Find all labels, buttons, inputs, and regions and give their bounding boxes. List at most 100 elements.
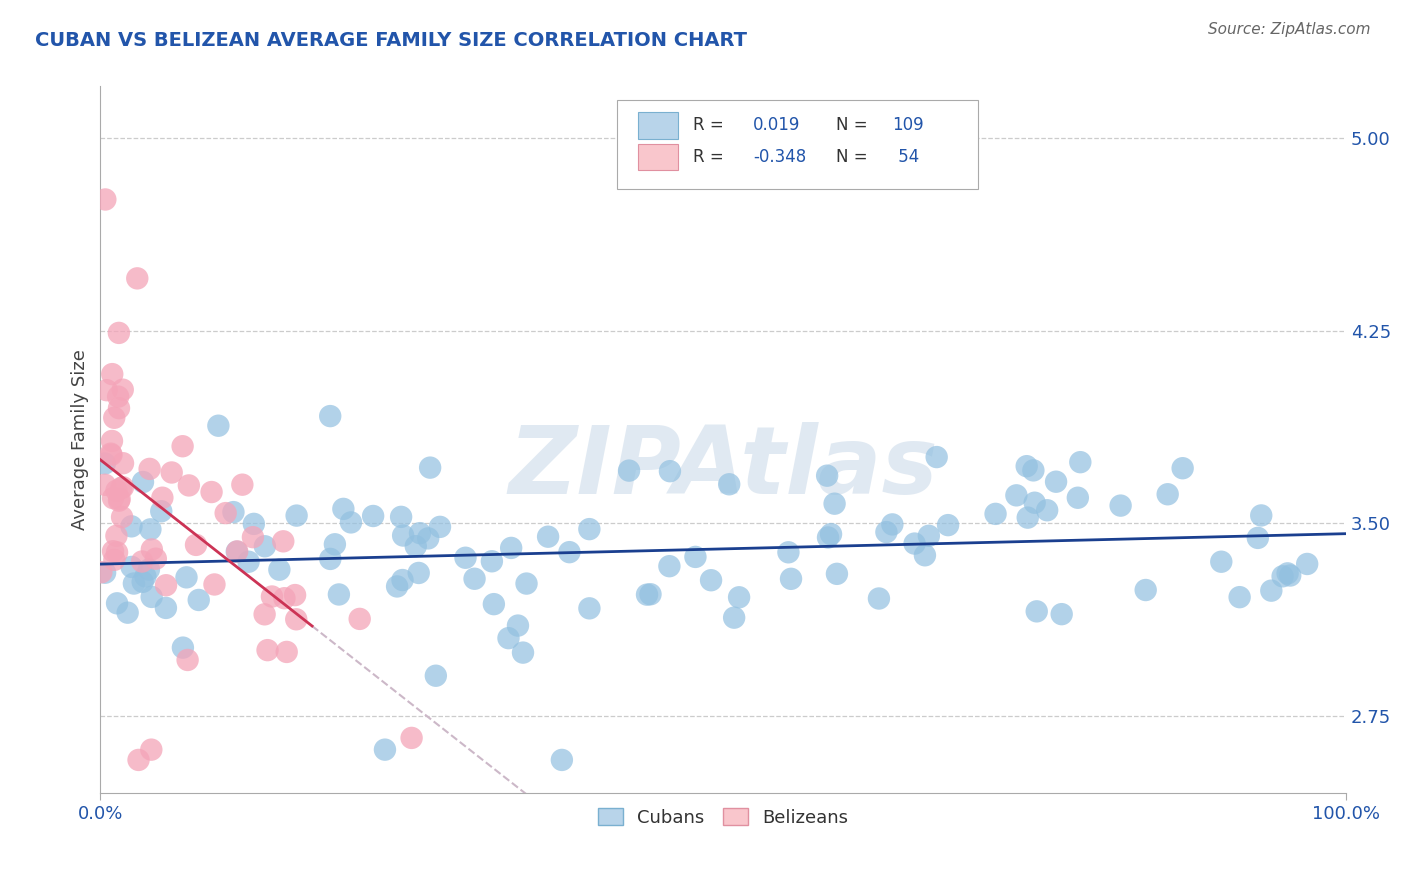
- Point: [231, 477, 253, 491]
- Point: [1157, 487, 1180, 501]
- Point: [94, 566, 117, 580]
- Point: [108, 491, 131, 506]
- Point: [1296, 557, 1319, 571]
- Point: [108, 493, 131, 508]
- Point: [506, 618, 529, 632]
- Point: [131, 574, 153, 589]
- Point: [1015, 459, 1038, 474]
- Point: [636, 588, 658, 602]
- Point: [658, 464, 681, 478]
- Point: [419, 460, 441, 475]
- Point: [700, 573, 723, 587]
- Point: [723, 610, 745, 624]
- Point: [558, 545, 581, 559]
- Point: [207, 418, 229, 433]
- Point: [903, 536, 925, 550]
- Point: [260, 590, 283, 604]
- Point: [243, 516, 266, 531]
- Point: [121, 519, 143, 533]
- Point: [94, 193, 117, 207]
- Point: [269, 563, 291, 577]
- Point: [94, 477, 117, 491]
- Point: [374, 742, 396, 756]
- Point: [111, 383, 134, 397]
- Point: [105, 529, 128, 543]
- Point: [361, 508, 384, 523]
- Point: [100, 448, 122, 462]
- Point: [820, 527, 842, 541]
- Point: [728, 591, 751, 605]
- Point: [108, 401, 131, 416]
- Point: [1250, 508, 1272, 523]
- Point: [138, 562, 160, 576]
- Point: [177, 478, 200, 492]
- Point: [187, 593, 209, 607]
- Text: CUBAN VS BELIZEAN AVERAGE FAMILY SIZE CORRELATION CHART: CUBAN VS BELIZEAN AVERAGE FAMILY SIZE CO…: [35, 31, 747, 50]
- Point: [138, 462, 160, 476]
- Text: N =: N =: [837, 116, 868, 134]
- Point: [226, 544, 249, 558]
- Point: [481, 554, 503, 568]
- Point: [429, 520, 451, 534]
- Point: [110, 481, 132, 495]
- Point: [225, 544, 247, 558]
- Point: [319, 552, 342, 566]
- Point: [101, 491, 124, 505]
- Point: [868, 591, 890, 606]
- Point: [155, 601, 177, 615]
- Text: Source: ZipAtlas.com: Source: ZipAtlas.com: [1208, 22, 1371, 37]
- Point: [1036, 503, 1059, 517]
- Point: [425, 669, 447, 683]
- Text: R =: R =: [693, 148, 724, 166]
- Text: 109: 109: [893, 116, 924, 134]
- Point: [408, 566, 430, 580]
- Point: [385, 579, 408, 593]
- Point: [107, 390, 129, 404]
- Point: [685, 549, 707, 564]
- Point: [284, 588, 307, 602]
- Point: [578, 522, 600, 536]
- Point: [108, 326, 131, 340]
- Text: R =: R =: [693, 116, 724, 134]
- Point: [200, 485, 222, 500]
- Point: [578, 601, 600, 615]
- Point: [1022, 463, 1045, 477]
- Point: [882, 517, 904, 532]
- Point: [132, 475, 155, 489]
- Point: [242, 530, 264, 544]
- Point: [464, 572, 486, 586]
- Point: [1277, 566, 1299, 581]
- Text: -0.348: -0.348: [754, 148, 806, 166]
- Point: [101, 544, 124, 558]
- Point: [111, 480, 134, 494]
- Point: [340, 516, 363, 530]
- Point: [640, 587, 662, 601]
- Text: 0.019: 0.019: [754, 116, 800, 134]
- Point: [127, 271, 149, 285]
- Point: [551, 753, 574, 767]
- Point: [141, 742, 163, 756]
- Point: [617, 464, 640, 478]
- Point: [105, 483, 128, 498]
- Point: [105, 545, 128, 559]
- Point: [271, 534, 294, 549]
- Point: [1229, 590, 1251, 604]
- Point: [418, 532, 440, 546]
- Point: [1271, 569, 1294, 583]
- Point: [150, 491, 173, 505]
- Point: [111, 456, 134, 470]
- Point: [105, 596, 128, 610]
- Text: ZIPAtlas: ZIPAtlas: [508, 422, 938, 514]
- Point: [1005, 488, 1028, 502]
- Point: [1067, 491, 1090, 505]
- Point: [155, 578, 177, 592]
- Point: [103, 553, 125, 567]
- Point: [1211, 555, 1233, 569]
- Point: [778, 545, 800, 559]
- Point: [222, 505, 245, 519]
- Point: [498, 631, 520, 645]
- Point: [1050, 607, 1073, 622]
- Point: [285, 508, 308, 523]
- Point: [482, 597, 505, 611]
- Point: [122, 576, 145, 591]
